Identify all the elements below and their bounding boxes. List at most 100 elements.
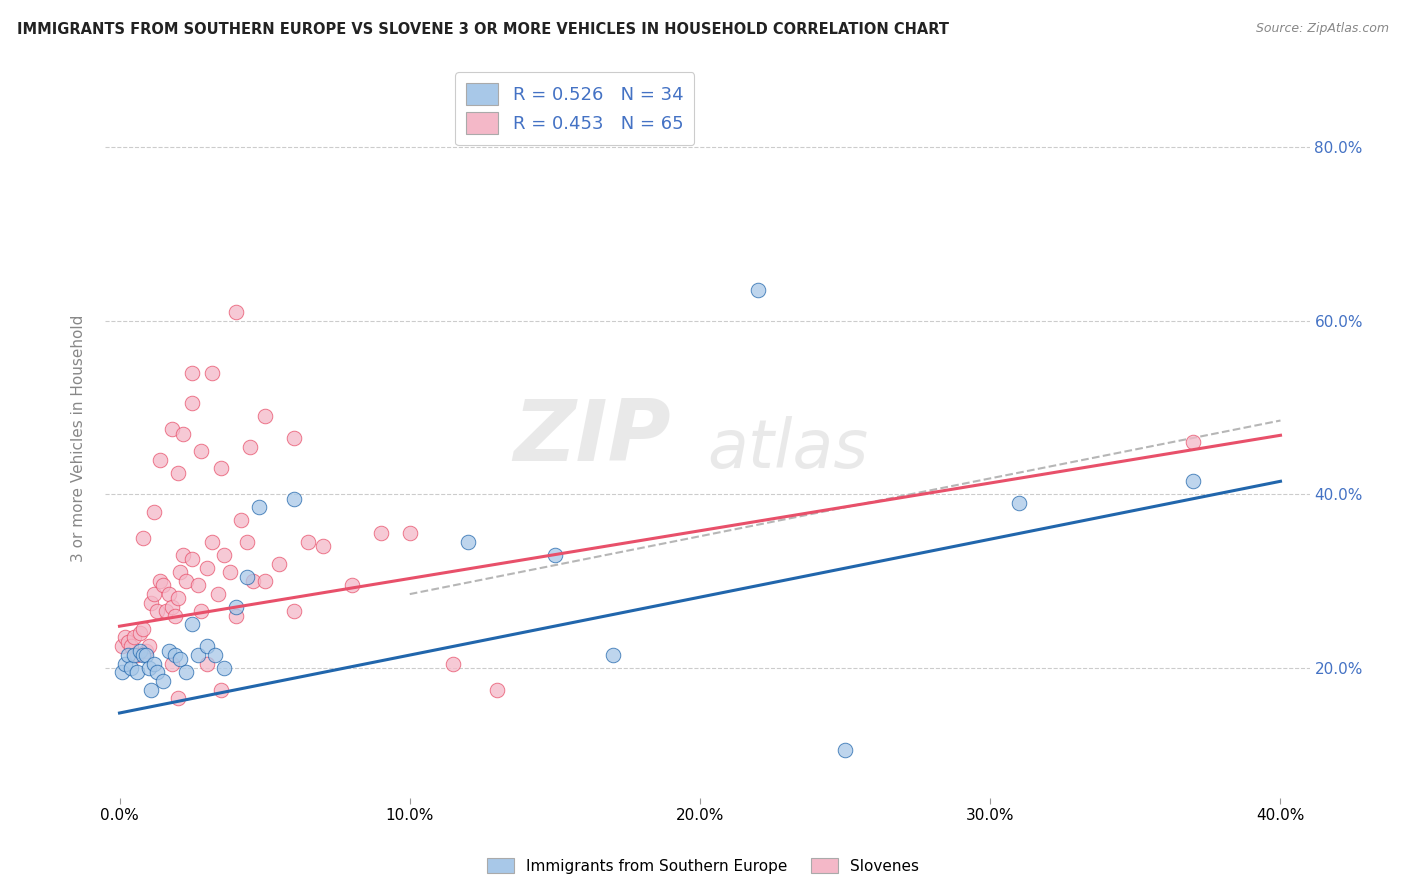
Point	[218, 566, 240, 580]
Point	[195, 657, 218, 671]
Point	[398, 526, 420, 541]
Point	[172, 548, 194, 562]
Point	[370, 526, 392, 541]
Point	[247, 500, 270, 515]
Point	[132, 531, 155, 545]
Point	[169, 652, 191, 666]
Point	[297, 535, 319, 549]
Point	[128, 626, 150, 640]
Point	[283, 491, 305, 506]
Point	[201, 366, 224, 380]
Y-axis label: 3 or more Vehicles in Household: 3 or more Vehicles in Household	[72, 314, 86, 562]
Point	[195, 639, 218, 653]
Point	[457, 535, 479, 549]
Point	[441, 657, 464, 671]
Point	[149, 452, 172, 467]
Point	[143, 505, 166, 519]
Point	[195, 561, 218, 575]
Point	[141, 682, 163, 697]
Point	[1008, 496, 1031, 510]
Point	[138, 639, 160, 653]
Point	[1182, 435, 1205, 450]
Point	[181, 396, 204, 410]
Point	[143, 587, 166, 601]
Point	[190, 443, 212, 458]
Point	[212, 548, 235, 562]
Point	[166, 591, 188, 606]
Point	[157, 643, 180, 657]
Point	[209, 682, 232, 697]
Point	[122, 648, 145, 662]
Text: atlas: atlas	[707, 416, 869, 482]
Point	[122, 631, 145, 645]
Point	[163, 648, 186, 662]
Point	[239, 440, 262, 454]
Point	[166, 466, 188, 480]
Point	[231, 513, 253, 527]
Point	[225, 600, 247, 615]
Point	[117, 635, 139, 649]
Point	[201, 535, 224, 549]
Point	[169, 566, 191, 580]
Point	[187, 578, 209, 592]
Point	[135, 648, 157, 662]
Point	[152, 673, 174, 688]
Point	[111, 665, 134, 680]
Point	[225, 608, 247, 623]
Point	[146, 665, 169, 680]
Point	[242, 574, 264, 588]
Point	[253, 409, 276, 424]
Point	[225, 305, 247, 319]
Point	[163, 608, 186, 623]
Point	[160, 422, 183, 436]
Point	[141, 596, 163, 610]
Point	[602, 648, 624, 662]
Point	[834, 743, 856, 757]
Point	[149, 574, 172, 588]
Point	[204, 648, 226, 662]
Point	[236, 570, 259, 584]
Text: Source: ZipAtlas.com: Source: ZipAtlas.com	[1256, 22, 1389, 36]
Legend: Immigrants from Southern Europe, Slovenes: Immigrants from Southern Europe, Slovene…	[481, 852, 925, 880]
Point	[747, 283, 769, 297]
Point	[132, 622, 155, 636]
Point	[128, 643, 150, 657]
Point	[160, 657, 183, 671]
Point	[485, 682, 508, 697]
Point	[117, 648, 139, 662]
Point	[212, 661, 235, 675]
Point	[135, 643, 157, 657]
Point	[207, 587, 229, 601]
Point	[283, 431, 305, 445]
Point	[120, 639, 142, 653]
Point	[190, 604, 212, 618]
Point	[155, 604, 177, 618]
Point	[120, 661, 142, 675]
Point	[253, 574, 276, 588]
Point	[166, 691, 188, 706]
Text: ZIP: ZIP	[513, 396, 671, 479]
Point	[269, 557, 291, 571]
Point	[172, 426, 194, 441]
Point	[114, 657, 136, 671]
Point	[146, 604, 169, 618]
Point	[132, 648, 155, 662]
Point	[174, 574, 197, 588]
Point	[125, 648, 148, 662]
Point	[181, 552, 204, 566]
Point	[160, 600, 183, 615]
Point	[157, 587, 180, 601]
Legend: R = 0.526   N = 34, R = 0.453   N = 65: R = 0.526 N = 34, R = 0.453 N = 65	[456, 72, 695, 145]
Point	[283, 604, 305, 618]
Point	[174, 665, 197, 680]
Point	[125, 665, 148, 680]
Point	[181, 366, 204, 380]
Point	[311, 540, 333, 554]
Point	[138, 661, 160, 675]
Point	[544, 548, 567, 562]
Point	[1182, 475, 1205, 489]
Point	[236, 535, 259, 549]
Point	[152, 578, 174, 592]
Point	[114, 631, 136, 645]
Point	[143, 657, 166, 671]
